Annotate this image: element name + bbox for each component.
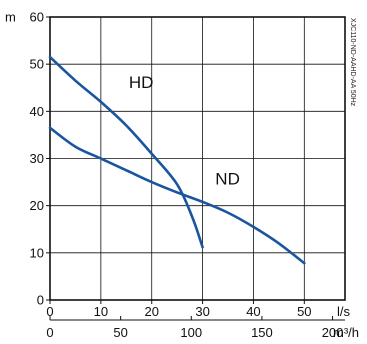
- axis-ticks: [46, 16, 334, 320]
- y-axis-unit: m: [5, 10, 16, 25]
- x2-tick-label: 0: [46, 325, 53, 340]
- y-tick-label: 40: [30, 104, 44, 119]
- y-tick-label: 10: [30, 245, 44, 260]
- y-tick-label: 50: [30, 57, 44, 72]
- x2-tick-label: 150: [251, 325, 273, 340]
- x-tick-label: 0: [46, 304, 53, 319]
- x2-tick-label: 200: [322, 325, 344, 340]
- curves: [48, 55, 306, 265]
- series-label-hd: HD: [129, 73, 154, 92]
- y-tick-label: 60: [30, 10, 44, 25]
- plot-frame: [49, 16, 346, 321]
- labels: 0 10 20 30 40 50 60 m 0 10 20 30 40 50 l/s 0 50 100 150 200…: [5, 10, 359, 341]
- x-tick-label: 20: [144, 304, 158, 319]
- x-tick-label: 30: [195, 304, 209, 319]
- grid: [50, 17, 345, 300]
- series-label-nd: ND: [215, 169, 240, 188]
- x-tick-label: 10: [94, 304, 108, 319]
- y-tick-label: 20: [30, 198, 44, 213]
- model-code-label: XJC110-ND-AAHD-AA 50Hz: [349, 18, 356, 107]
- x-tick-label: 50: [297, 304, 311, 319]
- series-line-hd: [48, 55, 204, 249]
- series-line-nd: [48, 126, 306, 265]
- x-axis-unit-secondary: m³/h: [333, 325, 359, 340]
- x2-tick-label: 50: [113, 325, 127, 340]
- y-tick-label: 30: [30, 151, 44, 166]
- x2-tick-label: 100: [180, 325, 202, 340]
- x-axis-unit-primary: l/s: [337, 304, 351, 319]
- y-tick-label: 0: [37, 293, 44, 308]
- x-tick-label: 40: [246, 304, 260, 319]
